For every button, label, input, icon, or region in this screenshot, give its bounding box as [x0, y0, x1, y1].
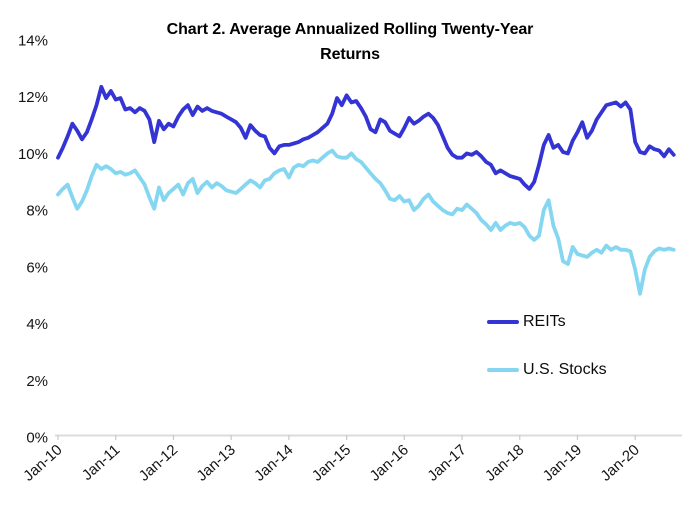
legend-label-us-stocks: U.S. Stocks: [523, 361, 607, 378]
legend-item-us-stocks: U.S. Stocks: [487, 361, 607, 379]
legend-label-reits: REITs: [523, 313, 566, 330]
x-tick-label: Jan-14: [251, 441, 296, 484]
x-tick-label: Jan-20: [597, 441, 642, 484]
x-tick-label: Jan-17: [424, 441, 469, 484]
x-tick-label: Jan-11: [79, 441, 124, 484]
y-tick-label: 4%: [26, 316, 48, 333]
x-tick-label: Jan-10: [20, 441, 65, 484]
y-tick-label: 0%: [26, 430, 48, 447]
y-tick-label: 10%: [18, 146, 48, 163]
y-tick-label: 12%: [18, 89, 48, 106]
y-tick-label: 8%: [26, 203, 48, 220]
y-tick-label: 2%: [26, 373, 48, 390]
legend-item-reits: REITs: [487, 313, 566, 331]
reits-line: [56, 84, 676, 191]
y-tick-label: 14%: [18, 33, 48, 50]
u-s-stocks-line: [56, 148, 676, 296]
x-tick-label: Jan-13: [193, 441, 238, 484]
x-tick-label: Jan-18: [482, 441, 527, 484]
x-tick-label: Jan-16: [367, 441, 412, 484]
x-tick-label: Jan-12: [136, 441, 181, 484]
y-tick-label: 6%: [26, 259, 48, 276]
us-stocks-line-swatch: [487, 368, 519, 372]
chart-title: Chart 2. Average Annualized Rolling Twen…: [166, 21, 534, 63]
x-tick-label: Jan-15: [309, 441, 354, 484]
x-tick-label: Jan-19: [540, 441, 585, 484]
reits-line-swatch: [487, 320, 519, 324]
